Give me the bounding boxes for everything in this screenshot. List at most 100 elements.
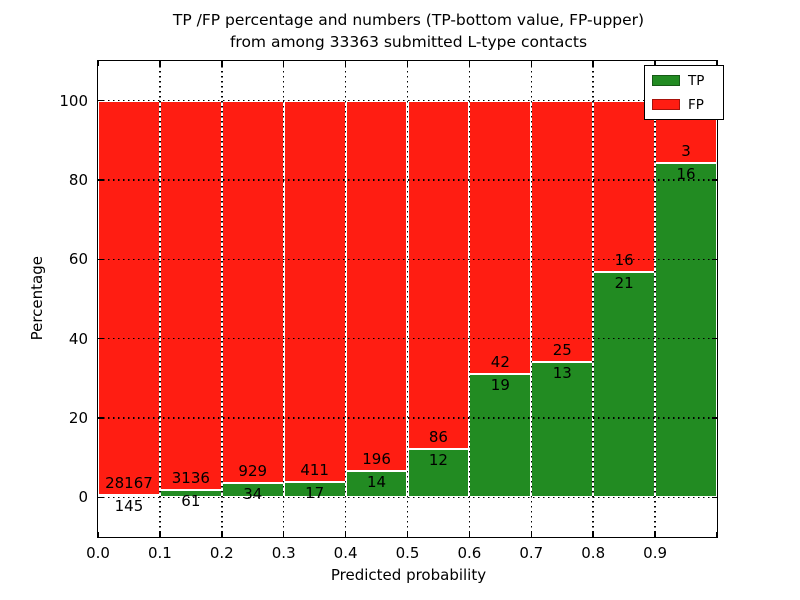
x-tick-label: 0.1: [147, 544, 172, 562]
y-tick-label: 80: [68, 171, 88, 189]
y-tick-mark: [712, 258, 717, 261]
tp-count-label: 21: [614, 274, 634, 293]
legend: TP FP: [644, 65, 724, 120]
bar-segment-fp: [283, 100, 346, 482]
tp-count-label: 17: [305, 483, 325, 502]
bar-segment-fp: [593, 100, 656, 273]
bar-segment-fp: [469, 100, 532, 374]
y-tick-mark: [98, 179, 103, 181]
fp-count-label: 86: [428, 427, 448, 446]
fp-count-label: 3136: [171, 468, 210, 487]
plot-area: TP FP 28167 145 3136 61 929 34 411 17 196 14 86 12 4…: [59, 60, 724, 562]
v-gridline: [468, 61, 471, 537]
tp-count-label: 145: [114, 497, 144, 516]
y-tick-label: 0: [78, 488, 88, 507]
y-tick-label: 20: [68, 409, 88, 427]
fp-count-label: 929: [238, 462, 268, 481]
tp-count-label: 14: [367, 472, 387, 491]
x-tick-mark: [530, 532, 533, 537]
x-tick-label: 0.7: [519, 544, 544, 562]
fp-count-label: 42: [490, 352, 510, 371]
x-tick-mark: [282, 532, 285, 537]
tp-count-label: 13: [552, 363, 572, 382]
x-tick-label: 0.0: [86, 544, 110, 562]
x-tick-label: 0.6: [457, 544, 482, 562]
tp-count-label: 34: [243, 485, 263, 504]
y-tick-mark: [98, 417, 103, 419]
x-tick-mark: [468, 532, 471, 537]
y-tick-mark: [712, 496, 717, 499]
y-axis-label: Percentage: [28, 255, 46, 341]
v-gridline: [654, 61, 656, 537]
v-gridline: [282, 61, 285, 537]
bar-segment-tp: [655, 163, 717, 498]
x-tick-mark: [97, 61, 99, 66]
y-tick-mark: [98, 496, 103, 499]
bar-segment-fp: [221, 100, 284, 484]
v-gridline: [221, 61, 223, 537]
chart-title: TP /FP percentage and numbers (TP-bottom…: [99, 9, 718, 53]
x-tick-mark: [716, 61, 718, 66]
x-tick-label: 0.5: [395, 544, 420, 562]
v-gridline: [406, 61, 409, 537]
legend-label-fp: FP: [688, 96, 704, 113]
fp-count-label: 25: [552, 340, 572, 359]
chart-title-line1: TP /FP percentage and numbers (TP-bottom…: [172, 11, 645, 29]
y-tick-mark: [712, 337, 717, 340]
x-tick-mark: [282, 61, 285, 66]
x-tick-label: 0.2: [209, 544, 234, 562]
x-tick-mark: [221, 61, 223, 66]
y-tick-label: 60: [68, 250, 88, 269]
legend-swatch-tp-icon: [652, 75, 680, 86]
x-tick-mark: [468, 61, 471, 66]
y-tick-mark: [712, 179, 717, 181]
tp-count-label: 19: [490, 375, 510, 394]
fp-count-label: 196: [362, 449, 391, 468]
x-tick-mark: [406, 532, 409, 537]
tp-count-label: 12: [428, 450, 448, 469]
y-tick-mark: [712, 417, 717, 419]
x-tick-label: 0.9: [643, 544, 668, 562]
legend-item-tp: TP: [652, 71, 716, 90]
y-tick-label: 40: [68, 329, 88, 348]
bar-segment-fp: [531, 100, 594, 362]
v-gridline: [159, 61, 161, 537]
x-tick-mark: [716, 532, 718, 537]
x-tick-label: 0.8: [581, 544, 606, 562]
x-tick-mark: [592, 532, 594, 537]
y-tick-mark: [98, 258, 103, 261]
bar-segment-fp: [407, 100, 470, 449]
tp-count-label: 16: [676, 165, 696, 184]
tp-count-label: 61: [181, 491, 201, 510]
fp-count-label: 16: [614, 251, 634, 270]
y-tick-label: 100: [59, 91, 88, 110]
v-gridline: [592, 61, 594, 537]
legend-label-tp: TP: [688, 72, 705, 89]
bar-segment-fp: [345, 100, 408, 471]
x-tick-mark: [159, 532, 161, 537]
y-tick-mark: [98, 337, 103, 340]
fp-count-label: 411: [300, 460, 329, 479]
x-tick-mark: [654, 532, 656, 537]
fp-count-label: 3: [681, 142, 691, 161]
x-tick-mark: [344, 532, 347, 537]
x-tick-mark: [221, 532, 223, 537]
x-tick-label: 0.3: [271, 544, 296, 562]
x-tick-mark: [654, 61, 656, 66]
x-tick-mark: [530, 61, 533, 66]
x-tick-label: 0.4: [333, 544, 358, 562]
v-gridline: [344, 61, 347, 537]
legend-swatch-fp-icon: [652, 99, 680, 110]
chart-title-line2: from among 33363 submitted L-type contac…: [229, 33, 588, 51]
y-tick-mark: [98, 99, 103, 102]
bar-segment-tp: [593, 272, 656, 498]
x-tick-mark: [97, 532, 99, 537]
v-gridline: [530, 61, 533, 537]
bar-segment-tp: [531, 361, 594, 498]
legend-item-fp: FP: [652, 95, 716, 114]
bar-segment-fp: [159, 100, 222, 490]
bar-segment-fp: [98, 100, 160, 496]
fp-count-label: 28167: [105, 474, 153, 493]
x-tick-mark: [592, 61, 594, 66]
